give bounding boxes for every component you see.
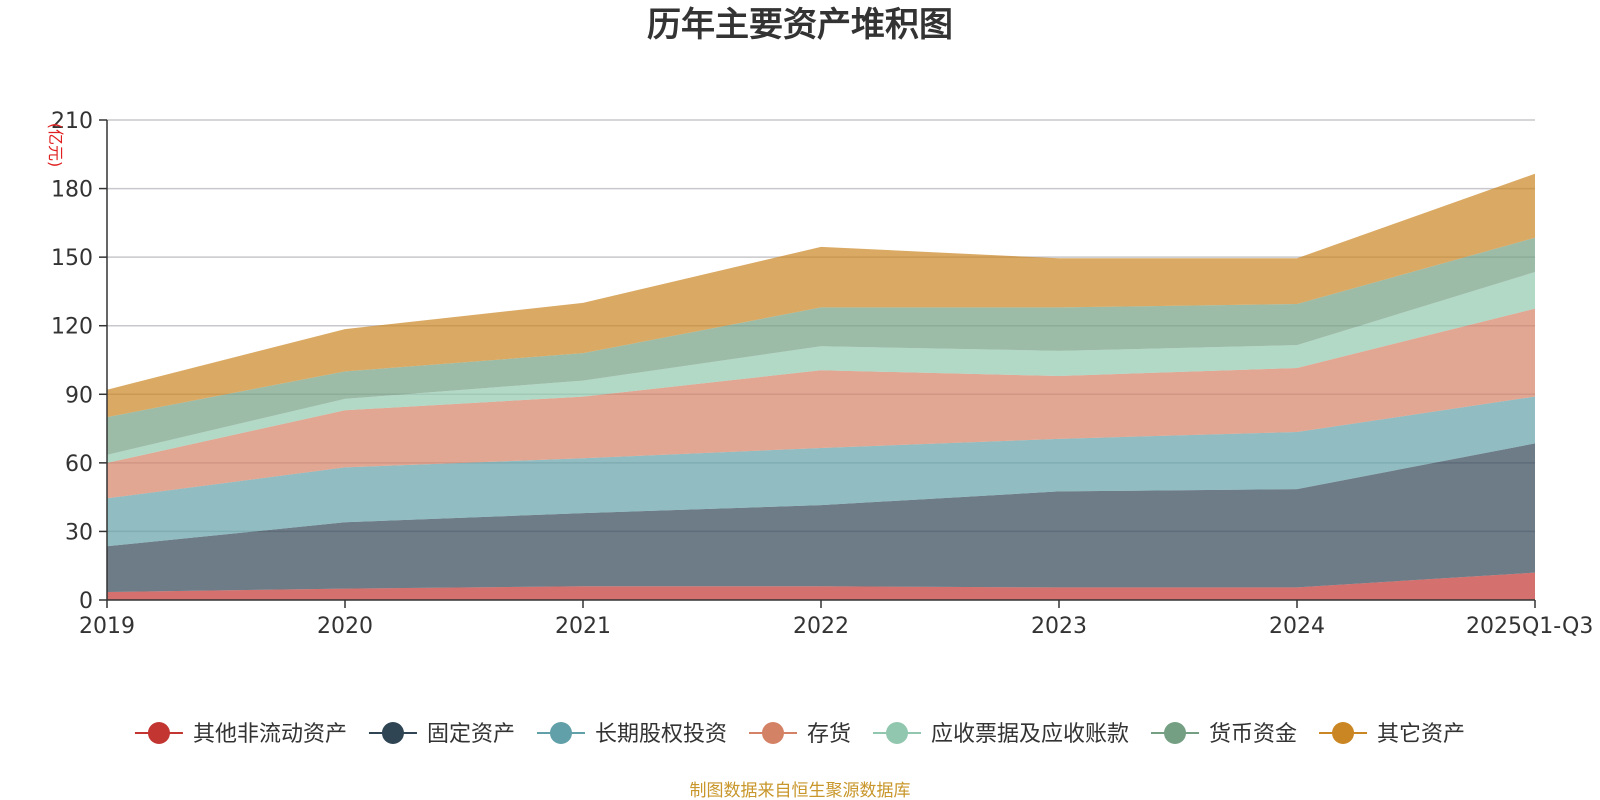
y-tick-label: 180	[51, 178, 93, 203]
legend-label: 其它资产	[1377, 722, 1465, 747]
data-source-note: 制图数据来自恒生聚源数据库	[690, 781, 911, 800]
legend-label: 其他非流动资产	[193, 722, 347, 747]
legend-item-4: 应收票据及应收账款	[873, 722, 1129, 747]
legend-item-3: 存货	[748, 722, 851, 747]
legend-marker	[761, 722, 784, 744]
x-tick-label: 2021	[555, 614, 611, 639]
legend-marker	[549, 722, 572, 744]
legend-item-1: 固定资产	[368, 722, 515, 747]
legend-label: 货币资金	[1209, 722, 1297, 747]
y-tick-label: 150	[51, 246, 93, 271]
x-tick-label: 2024	[1269, 614, 1325, 639]
legend-item-6: 其它资产	[1319, 722, 1465, 747]
y-tick-label: 210	[51, 109, 93, 134]
x-tick-label: 2023	[1031, 614, 1087, 639]
y-tick-label: 30	[65, 520, 93, 545]
legend-label: 长期股权投资	[595, 722, 727, 747]
y-tick-label: 120	[51, 315, 93, 340]
legend-label: 应收票据及应收账款	[931, 722, 1129, 747]
legend-label: 存货	[807, 722, 851, 747]
legend-item-0: 其他非流动资产	[134, 722, 347, 747]
legend-marker	[147, 722, 170, 744]
area-series-2	[107, 396, 1535, 547]
legend-label: 固定资产	[427, 722, 515, 747]
area-series-6	[107, 173, 1535, 418]
y-tick-label: 0	[79, 589, 93, 614]
area-series-group	[107, 173, 1535, 600]
legend-item-5: 货币资金	[1151, 722, 1297, 747]
x-tick-label: 2019	[79, 614, 135, 639]
legend-marker	[1332, 722, 1355, 744]
y-tick-label: 60	[65, 452, 93, 477]
axes: 0 30 60 90 120 150 180 210 2019 2020 2021 2022 2023 2…	[51, 109, 1593, 639]
x-tick-label: 2025Q1-Q3	[1466, 614, 1593, 639]
x-tick-label: 2022	[793, 614, 849, 639]
y-tick-label: 90	[65, 383, 93, 408]
y-axis-unit-label: (亿元)	[46, 123, 65, 168]
legend-marker	[886, 722, 909, 744]
area-series-5	[107, 237, 1535, 455]
x-tick-label: 2020	[317, 614, 373, 639]
legend: 其他非流动资产 固定资产 长期股权投资 存货 应收票据及应收账款 货币资金 其它资产	[134, 722, 1465, 747]
area-series-3	[107, 308, 1535, 499]
legend-item-2: 长期股权投资	[536, 722, 727, 747]
legend-marker	[1164, 722, 1187, 744]
legend-marker	[381, 722, 404, 744]
area-series-4	[107, 272, 1535, 463]
chart-title: 历年主要资产堆积图	[647, 5, 953, 45]
area-series-1	[107, 443, 1535, 592]
